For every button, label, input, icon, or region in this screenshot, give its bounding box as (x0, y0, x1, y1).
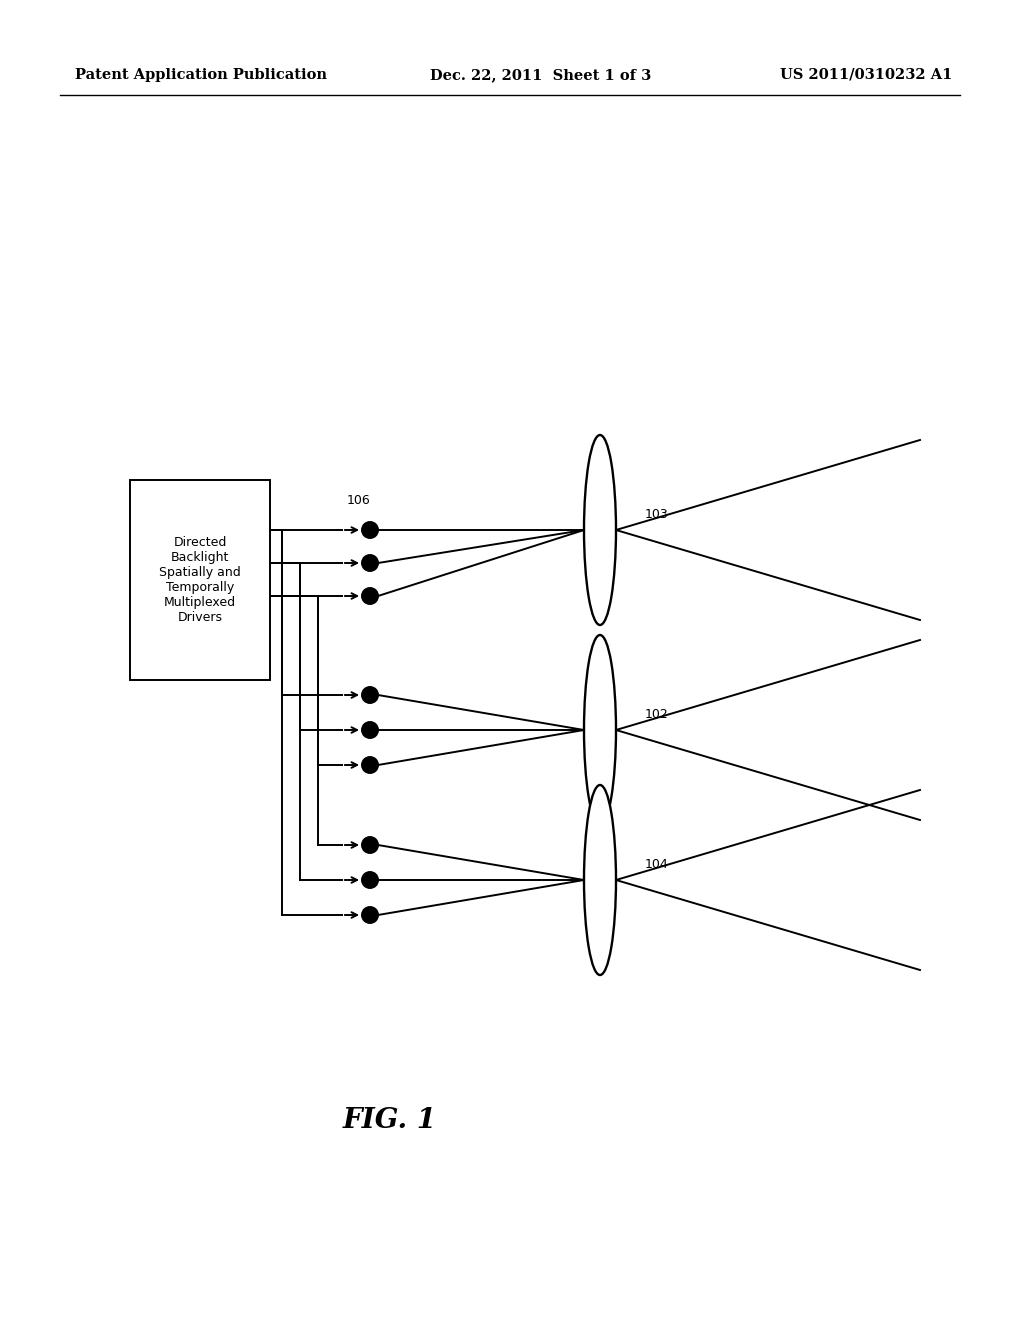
Circle shape (362, 554, 378, 572)
Circle shape (362, 837, 378, 853)
Text: Dec. 22, 2011  Sheet 1 of 3: Dec. 22, 2011 Sheet 1 of 3 (430, 69, 651, 82)
Text: FIG. 1: FIG. 1 (343, 1106, 437, 1134)
Circle shape (362, 756, 378, 774)
Circle shape (362, 907, 378, 923)
Text: 102: 102 (645, 709, 669, 722)
Text: 103: 103 (645, 508, 669, 521)
Text: US 2011/0310232 A1: US 2011/0310232 A1 (780, 69, 952, 82)
Bar (130, 480, 270, 680)
Circle shape (362, 587, 378, 605)
Circle shape (362, 722, 378, 738)
Text: Directed
Backlight
Spatially and
Temporally
Multiplexed
Drivers: Directed Backlight Spatially and Tempora… (159, 536, 241, 624)
Text: 106: 106 (347, 494, 371, 507)
Circle shape (362, 873, 378, 888)
Ellipse shape (584, 785, 616, 975)
Text: Patent Application Publication: Patent Application Publication (75, 69, 327, 82)
Text: 104: 104 (645, 858, 669, 871)
Circle shape (362, 521, 378, 539)
Circle shape (362, 686, 378, 704)
Ellipse shape (584, 635, 616, 825)
Ellipse shape (584, 436, 616, 624)
